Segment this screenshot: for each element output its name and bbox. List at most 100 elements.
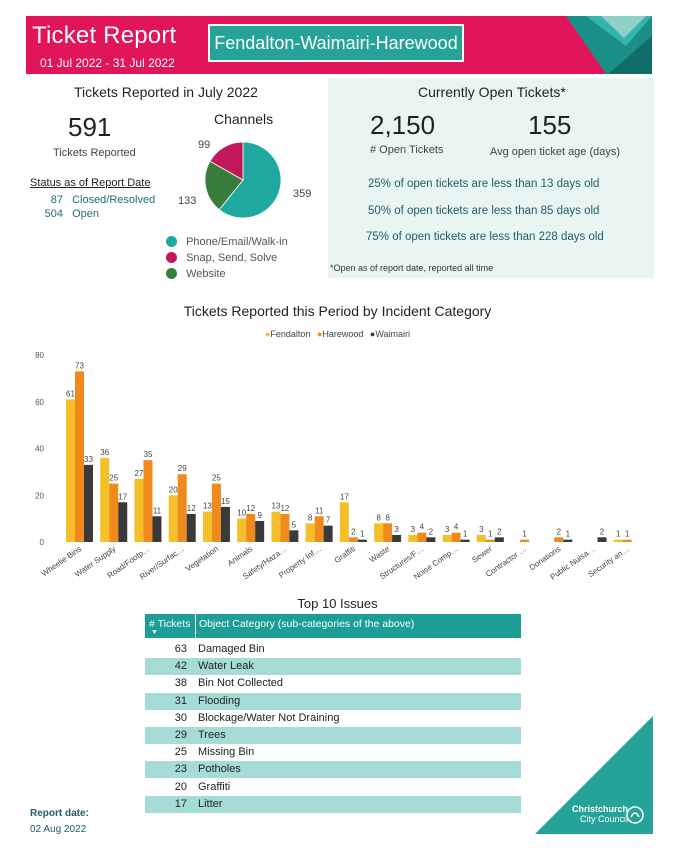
bar-harewood[interactable] [417, 532, 427, 542]
bar-fendalton[interactable] [305, 523, 315, 542]
bar-waimairi[interactable] [186, 513, 196, 542]
report-header: Ticket Report 01 Jul 2022 - 31 Jul 2022 … [26, 16, 652, 74]
bar-fendalton[interactable] [476, 534, 486, 542]
bar-harewood[interactable] [246, 513, 256, 542]
bar-fendalton[interactable] [168, 495, 178, 542]
legend-dot-snap [166, 252, 177, 263]
chart-legend: ●Fendalton ●Harewood ●Waimairi [0, 329, 675, 339]
council-logo-icon [626, 806, 644, 824]
bar-harewood[interactable] [177, 474, 187, 542]
table-row[interactable]: 63 Damaged Bin [145, 641, 521, 658]
data-label: 2 [557, 527, 562, 536]
bar-waimairi[interactable] [357, 539, 367, 542]
data-label: 11 [315, 506, 324, 515]
bar-fendalton[interactable] [66, 399, 75, 542]
bar-fendalton[interactable] [339, 502, 349, 542]
table-row[interactable]: 25 Missing Bin [145, 744, 521, 761]
top10-table-header: # Tickets ▼ Object Category (sub-categor… [145, 614, 521, 638]
bar-waimairi[interactable] [220, 506, 230, 542]
data-label: 15 [221, 497, 230, 506]
legend-dot-fendalton: ● [264, 329, 271, 339]
bar-fendalton[interactable] [100, 457, 110, 542]
data-label: 13 [271, 502, 280, 511]
object-category: Trees [198, 729, 226, 741]
bar-waimairi[interactable] [494, 537, 504, 542]
data-label: 3 [411, 525, 416, 534]
data-label: 7 [326, 516, 331, 525]
bar-harewood[interactable] [143, 460, 153, 542]
bar-harewood[interactable] [622, 539, 632, 542]
bar-harewood[interactable] [451, 532, 461, 542]
open-age: 155 [528, 110, 572, 140]
data-label: 3 [479, 525, 484, 534]
logo-line2: City Council [580, 814, 629, 824]
bar-waimairi[interactable] [597, 537, 607, 542]
bar-harewood[interactable] [109, 483, 119, 542]
data-label: 12 [280, 504, 289, 513]
bar-fendalton[interactable] [134, 478, 144, 542]
legend-item-web: Website [166, 268, 288, 284]
bar-fendalton[interactable] [374, 523, 384, 542]
bar-waimairi[interactable] [563, 539, 573, 542]
pie-slice-phone-email-walk-in[interactable] [218, 141, 282, 219]
data-label: 4 [420, 523, 425, 532]
data-label: 1 [566, 530, 571, 539]
bar-harewood[interactable] [554, 537, 564, 542]
table-row[interactable]: 31 Flooding [145, 692, 521, 710]
sort-desc-icon[interactable]: ▼ [151, 629, 158, 636]
bar-harewood[interactable] [383, 523, 393, 542]
table-row[interactable]: 42 Water Leak [145, 658, 521, 676]
object-category: Damaged Bin [198, 643, 265, 655]
data-label: 8 [385, 513, 390, 522]
bar-harewood[interactable] [485, 539, 495, 542]
bar-waimairi[interactable] [323, 525, 333, 542]
legend-item-snap: Snap, Send, Solve [166, 252, 288, 268]
bar-fendalton[interactable] [271, 511, 281, 542]
bar-waimairi[interactable] [84, 464, 93, 542]
category-label: Graffiti [333, 544, 358, 565]
bar-waimairi[interactable] [255, 520, 265, 542]
data-label: 2 [497, 527, 502, 536]
table-row[interactable]: 20 Graffiti [145, 779, 521, 796]
data-label: 25 [109, 474, 118, 483]
ticket-count: 30 [174, 711, 187, 724]
bar-fendalton[interactable] [202, 511, 212, 542]
bar-waimairi[interactable] [289, 530, 299, 542]
data-label: 35 [144, 450, 153, 459]
bar-fendalton[interactable] [442, 534, 452, 542]
pie-slice-snap-send-solve[interactable] [209, 141, 244, 181]
table-row[interactable]: 30 Blockage/Water Not Draining [145, 710, 521, 727]
bar-harewood[interactable] [211, 483, 221, 542]
table-row[interactable]: 17 Litter [145, 795, 521, 813]
bar-harewood[interactable] [75, 371, 84, 542]
bar-waimairi[interactable] [460, 539, 470, 542]
bar-fendalton[interactable] [237, 518, 247, 542]
col-category-header[interactable]: Object Category (sub-categories of the a… [199, 618, 415, 630]
legend-dot-harewood: ● [316, 329, 323, 339]
ticket-count: 31 [174, 694, 187, 707]
table-row[interactable]: 38 Bin Not Collected [145, 675, 521, 692]
bar-waimairi[interactable] [426, 537, 436, 542]
pie-slice-website[interactable] [204, 160, 244, 211]
bar-waimairi[interactable] [392, 534, 402, 542]
bar-harewood[interactable] [348, 537, 358, 542]
bar-waimairi[interactable] [118, 502, 128, 542]
table-row[interactable]: 29 Trees [145, 727, 521, 744]
status-closed-value: 87 [50, 194, 63, 206]
data-label: 11 [153, 506, 162, 515]
category-label: Vegetation [184, 544, 220, 573]
col-count-header[interactable]: # Tickets [149, 618, 191, 630]
bar-harewood[interactable] [280, 513, 290, 542]
report-date-label: Report date: [30, 808, 89, 819]
channels-heading: Channels [214, 111, 274, 127]
table-row[interactable]: 23 Potholes [145, 761, 521, 779]
bar-fendalton[interactable] [613, 539, 623, 542]
bar-waimairi[interactable] [152, 516, 162, 542]
data-label: 20 [169, 485, 178, 494]
pie-label-phone: 359 [293, 188, 312, 200]
bar-fendalton[interactable] [408, 534, 418, 542]
bar-harewood[interactable] [314, 516, 324, 542]
object-category: Blockage/Water Not Draining [198, 711, 340, 724]
bar-harewood[interactable] [520, 539, 530, 542]
